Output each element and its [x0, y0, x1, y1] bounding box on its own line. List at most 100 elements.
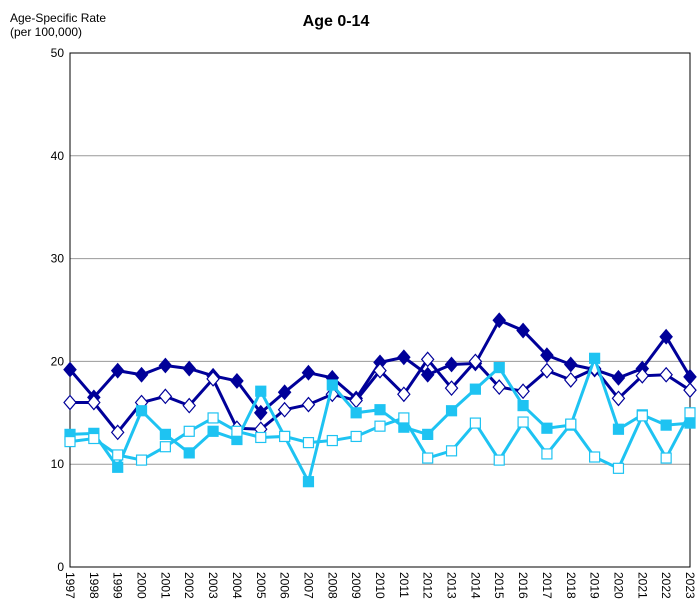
x-tick-label: 2001: [158, 572, 172, 599]
marker: [64, 435, 76, 448]
marker: [230, 373, 244, 389]
marker: [611, 369, 626, 386]
marker: [183, 447, 195, 459]
marker: [326, 379, 338, 391]
x-tick-label: 2016: [516, 572, 530, 599]
x-tick-label: 2003: [206, 572, 220, 599]
x-tick-label: 2011: [397, 572, 411, 598]
y-tick-label: 20: [51, 354, 65, 368]
marker: [541, 422, 553, 434]
marker: [374, 420, 386, 432]
marker: [611, 390, 626, 407]
marker: [255, 385, 267, 397]
marker: [373, 362, 387, 379]
marker: [302, 437, 315, 449]
marker: [589, 451, 601, 463]
marker: [301, 364, 316, 381]
marker: [397, 386, 411, 403]
marker: [659, 366, 673, 383]
marker: [492, 312, 507, 329]
marker: [159, 441, 171, 453]
marker: [110, 362, 125, 379]
marker: [110, 424, 125, 441]
marker: [612, 462, 625, 474]
chart-title: Age 0-14: [303, 13, 370, 30]
marker: [182, 397, 197, 414]
marker: [112, 449, 124, 461]
marker: [374, 404, 386, 416]
marker: [302, 476, 315, 488]
marker: [158, 357, 173, 374]
marker: [445, 445, 458, 457]
x-tick-label: 1997: [63, 572, 77, 599]
marker: [469, 383, 481, 395]
x-tick-label: 2020: [611, 572, 625, 599]
marker: [635, 367, 650, 384]
x-tick-label: 2002: [182, 572, 196, 599]
marker: [660, 452, 672, 464]
marker: [492, 379, 507, 396]
marker: [517, 416, 529, 428]
x-tick-label: 2006: [278, 572, 292, 599]
x-tick-label: 2013: [445, 572, 459, 599]
marker: [422, 452, 434, 464]
marker: [63, 361, 77, 378]
x-tick-label: 2017: [540, 572, 554, 599]
x-tick-label: 2007: [301, 572, 315, 599]
marker: [277, 401, 292, 418]
marker: [636, 410, 648, 422]
marker: [493, 361, 505, 374]
marker: [659, 328, 673, 345]
y-axis-label: Age-Specific Rate: [10, 11, 106, 25]
x-tick-label: 2004: [230, 572, 244, 599]
marker: [63, 394, 77, 411]
marker: [684, 407, 696, 419]
x-tick-label: 2023: [683, 572, 697, 599]
marker: [397, 349, 411, 366]
marker: [398, 412, 410, 424]
x-tick-label: 2008: [325, 572, 339, 599]
marker: [206, 370, 220, 387]
x-tick-label: 1999: [111, 572, 125, 599]
marker: [422, 428, 434, 440]
plot-border: [69, 52, 691, 568]
marker: [255, 431, 267, 444]
marker: [277, 384, 292, 401]
marker: [207, 412, 219, 424]
y-tick-label: 40: [51, 149, 65, 163]
marker: [134, 366, 149, 383]
marker: [88, 432, 100, 445]
y-axis-label: (per 100,000): [10, 25, 82, 39]
marker: [612, 423, 625, 435]
marker: [231, 425, 243, 437]
marker: [350, 407, 362, 419]
marker: [589, 352, 601, 364]
marker: [253, 404, 268, 421]
marker: [159, 428, 171, 440]
marker: [516, 383, 530, 400]
marker: [565, 418, 577, 430]
marker: [469, 417, 481, 429]
marker: [183, 425, 195, 437]
x-tick-label: 2012: [421, 572, 435, 599]
y-tick-label: 0: [57, 560, 64, 574]
y-tick-label: 30: [51, 252, 65, 266]
marker: [468, 353, 483, 370]
x-tick-label: 2022: [659, 572, 673, 599]
marker: [301, 396, 316, 413]
marker: [279, 430, 291, 443]
marker: [326, 434, 338, 447]
y-tick-label: 10: [51, 457, 65, 471]
marker: [540, 347, 554, 364]
marker: [420, 351, 435, 368]
marker: [350, 430, 362, 443]
marker: [420, 366, 435, 383]
x-tick-label: 1998: [87, 572, 101, 599]
x-tick-label: 2021: [635, 572, 649, 599]
marker: [112, 461, 124, 473]
x-tick-label: 2010: [373, 572, 387, 599]
marker: [445, 405, 458, 417]
x-tick-label: 2014: [468, 572, 482, 599]
marker: [563, 356, 578, 373]
